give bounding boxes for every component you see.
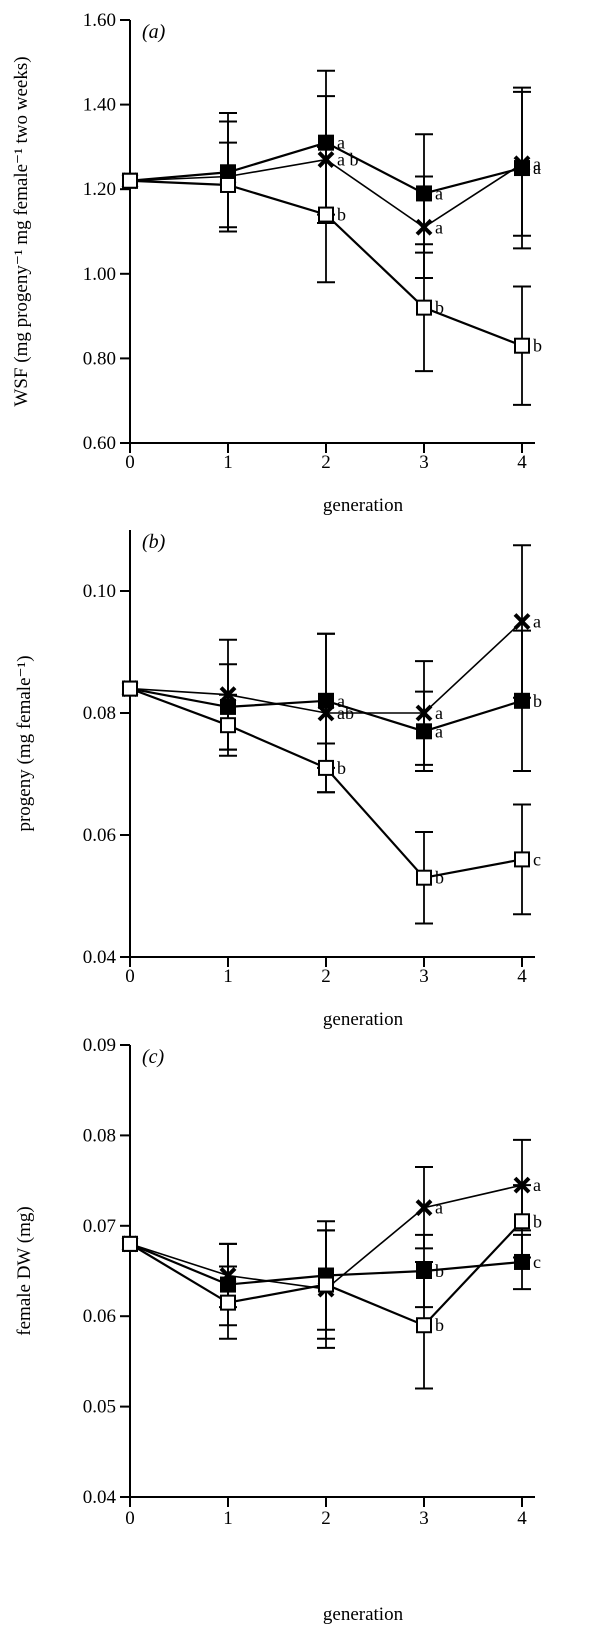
y-tick-label: 0.06 — [83, 1306, 116, 1327]
data-point-open-square — [220, 717, 236, 734]
significance-letter: a — [533, 158, 541, 178]
y-tick-label: 0.08 — [83, 1125, 116, 1146]
x-tick-label: 4 — [517, 452, 527, 473]
x-tick-label: 1 — [223, 1508, 233, 1529]
series-cross: a baa — [121, 90, 541, 280]
y-tick-label: 0.04 — [83, 1487, 117, 1508]
x-tick-label: 4 — [517, 966, 527, 987]
data-point-open-square — [514, 1213, 530, 1230]
significance-letter: a b — [337, 150, 359, 170]
data-point-open-square — [514, 851, 530, 868]
x-tick-label: 3 — [419, 1508, 429, 1529]
significance-letter: b — [435, 1261, 444, 1281]
x-axis-label: generation — [323, 1009, 404, 1030]
x-tick-label: 3 — [419, 452, 429, 473]
y-axis-label: female DW (mg) — [14, 1206, 35, 1335]
data-point-cross — [415, 1199, 433, 1217]
x-axis-label: generation — [323, 1604, 404, 1625]
panel-tag: (c) — [142, 1046, 165, 1068]
y-tick-label: 1.40 — [83, 95, 116, 116]
x-tick-label: 2 — [321, 966, 331, 987]
significance-letter: b — [337, 758, 346, 778]
significance-letter: a — [435, 703, 443, 723]
data-point-open-square — [416, 299, 432, 316]
x-tick-label: 2 — [321, 1508, 331, 1529]
significance-letter: a — [337, 691, 345, 711]
y-tick-label: 0.07 — [83, 1216, 116, 1237]
data-point-cross — [415, 704, 433, 722]
data-point-cross — [513, 613, 531, 630]
significance-letter: c — [533, 849, 541, 869]
data-point-cross — [317, 704, 335, 722]
series-open-square: b b c — [122, 680, 541, 925]
significance-letter: a — [435, 183, 443, 203]
data-point-open-square — [416, 869, 432, 886]
series-cross: aa — [121, 1138, 541, 1349]
y-tick-label: 0.60 — [83, 433, 116, 454]
data-point-open-square — [122, 172, 138, 189]
panel-1: 0.04 0.06 0.08 0.10 0 1 2 3 4 generation progeny (… — [14, 530, 542, 1030]
data-point-open-square — [318, 206, 334, 223]
y-axis-label: progeny (mg female⁻¹) — [14, 655, 35, 831]
x-tick-label: 0 — [125, 452, 135, 473]
y-tick-label: 0.80 — [83, 348, 116, 369]
x-tick-label: 0 — [125, 1508, 135, 1529]
significance-letter: b — [435, 868, 444, 888]
panel-0: 0.60 0.80 1.00 1.20 1.40 1.60 0 1 2 3 4 generation W… — [11, 10, 542, 516]
significance-letter: b — [533, 1211, 542, 1231]
data-point-open-square — [318, 759, 334, 776]
significance-letter: a — [533, 1175, 541, 1195]
significance-letter: b — [435, 1315, 444, 1335]
x-tick-label: 3 — [419, 966, 429, 987]
y-tick-label: 1.00 — [83, 264, 116, 285]
y-tick-label: 0.09 — [83, 1035, 116, 1056]
y-axis-label: WSF (mg progeny⁻¹ mg female⁻¹ two weeks) — [11, 56, 32, 406]
x-tick-label: 2 — [321, 452, 331, 473]
y-tick-label: 1.60 — [83, 10, 116, 31]
data-point-open-square — [122, 1235, 138, 1252]
y-tick-label: 0.10 — [83, 581, 116, 602]
panel-tag: (a) — [142, 21, 166, 43]
significance-letter: a — [435, 217, 443, 237]
y-tick-label: 1.20 — [83, 179, 116, 200]
data-point-cross — [415, 218, 433, 236]
significance-letter: a — [435, 721, 443, 741]
significance-letter: a — [435, 1198, 443, 1218]
data-point-open-square — [514, 337, 530, 354]
y-tick-label: 0.05 — [83, 1397, 116, 1418]
data-point-open-square — [122, 680, 138, 697]
x-tick-label: 1 — [223, 966, 233, 987]
y-tick-label: 0.04 — [83, 947, 117, 968]
significance-letter: b — [337, 205, 346, 225]
x-tick-label: 1 — [223, 452, 233, 473]
significance-letter: ab — [337, 703, 354, 723]
series-open-square: bb — [122, 1184, 542, 1390]
x-axis-label: generation — [323, 495, 404, 516]
data-point-open-square — [318, 1276, 334, 1293]
panel-tag: (b) — [142, 531, 166, 553]
x-tick-label: 4 — [517, 1508, 527, 1529]
x-tick-label: 0 — [125, 966, 135, 987]
significance-letter: b — [533, 691, 542, 711]
significance-letter: b — [533, 336, 542, 356]
panel-2: 0.04 0.05 0.06 0.07 0.08 0.09 0 1 2 3 4 generation f… — [14, 1035, 542, 1625]
significance-letter: a — [533, 612, 541, 632]
significance-letter: b — [435, 298, 444, 318]
data-point-cross — [513, 155, 531, 173]
series-filled-square: aaa — [122, 69, 541, 254]
significance-letter: a — [533, 154, 541, 174]
y-tick-label: 0.08 — [83, 703, 116, 724]
data-point-open-square — [416, 1317, 432, 1334]
significance-letter: c — [533, 1252, 541, 1272]
y-tick-label: 0.06 — [83, 825, 116, 846]
data-point-open-square — [220, 1294, 236, 1311]
data-point-open-square — [220, 176, 236, 193]
significance-letter: a — [337, 133, 345, 153]
series-open-square: b b b — [122, 141, 542, 406]
series-filled-square: aab — [122, 629, 542, 772]
series-cross: ab aa — [121, 544, 541, 794]
